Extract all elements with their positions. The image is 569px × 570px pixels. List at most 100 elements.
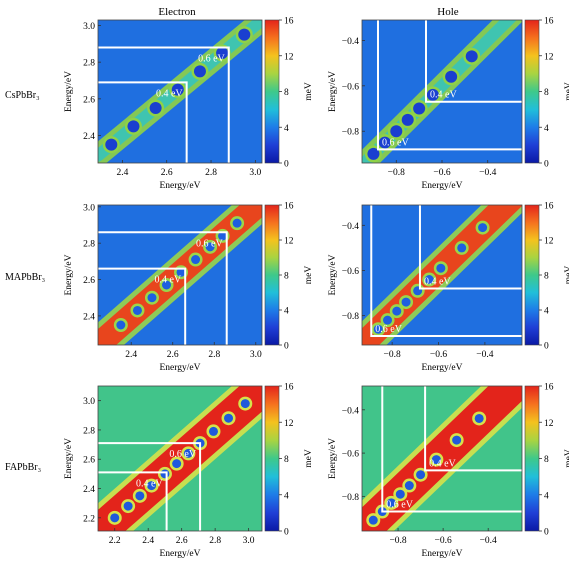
diagonal-spot — [193, 65, 206, 78]
y-tick-label: 2.4 — [83, 485, 95, 495]
colorbar-tick-label: 12 — [284, 237, 294, 247]
colorbar-tick-label: 4 — [284, 124, 289, 134]
colorbar-label: meV — [304, 266, 314, 285]
diagonal-spot — [368, 515, 378, 525]
y-tick-label: −0.8 — [342, 493, 359, 503]
colorbar — [524, 385, 540, 532]
diagonal-spot — [445, 70, 458, 83]
diagonal-spot — [457, 243, 467, 253]
heatmap-field: 0.4 eV 0.6 eV — [98, 205, 262, 345]
diagonal-spot — [395, 489, 405, 499]
diagonal-spot — [367, 147, 380, 160]
heatmap-field: 0.4 eV 0.6 eV — [98, 20, 262, 163]
x-tick-label: −0.6 — [435, 536, 452, 546]
diagonal-spot — [404, 481, 414, 491]
col-title-hole: Hole — [437, 6, 459, 18]
colorbar-tick-label: 16 — [544, 202, 554, 212]
y-tick-label: −0.4 — [342, 222, 359, 232]
diagonal-spot — [416, 470, 426, 480]
heatmap-field: 0.6 eV 0.4 eV — [362, 386, 522, 531]
diagonal-spot — [160, 469, 170, 479]
x-axis-label: Energy/eV — [422, 363, 463, 373]
x-tick-label: 3.0 — [243, 536, 255, 546]
colorbar — [524, 204, 540, 346]
x-tick-label: 2.6 — [167, 350, 179, 360]
plot-frame — [361, 385, 523, 532]
diagonal-spot — [116, 320, 126, 330]
diagonal-spot — [474, 413, 484, 423]
y-tick-label: −0.6 — [342, 450, 359, 460]
diagonal-spot — [132, 305, 142, 315]
y-axis-label: Energy/eV — [328, 438, 338, 479]
y-tick-label: 2.6 — [83, 456, 95, 466]
diagonal-spot — [218, 231, 228, 241]
colorbar-label: meV — [304, 82, 314, 101]
x-tick-label: 2.6 — [161, 168, 173, 178]
colorbar-tick-label: 0 — [544, 160, 549, 170]
col-title-electron: Electron — [158, 6, 196, 18]
threshold-box — [370, 205, 522, 337]
colorbar-label: meV — [564, 266, 569, 285]
diagonal-spot — [392, 306, 402, 316]
y-tick-label: −0.8 — [342, 128, 359, 138]
y-tick-label: 3.0 — [83, 203, 95, 213]
annotation-label: 0.4 eV — [155, 275, 182, 286]
x-tick-label: −0.4 — [476, 350, 493, 360]
threshold-box — [98, 471, 168, 531]
colorbar — [524, 19, 540, 164]
diagonal-spot — [386, 498, 396, 508]
panel-ma-electron: 0.4 eV 0.6 eV 2.4 2.6 2.8 3.0 2.4 2.6 2.8 3.0 Ener… — [64, 202, 314, 374]
colorbar-label: meV — [564, 449, 569, 468]
threshold-box — [98, 81, 188, 163]
panels: 0.4 eV 0.6 eV 2.4 2.6 2.8 3.0 2.4 2.6 2.8 3.0 Ener… — [64, 17, 569, 560]
y-tick-label: −0.6 — [342, 267, 359, 277]
colorbar-tick-label: 12 — [284, 52, 294, 62]
y-tick-label: 2.8 — [83, 426, 95, 436]
row-label-cs: CsPbBr₃ — [5, 90, 40, 101]
diagonal-spot — [147, 481, 157, 491]
diagonal-spot — [373, 324, 383, 334]
x-tick-label: 3.0 — [250, 350, 262, 360]
colorbar-tick-label: 0 — [544, 528, 549, 538]
x-axis-label: Energy/eV — [160, 181, 201, 191]
diagonal-spot — [123, 501, 133, 511]
diagonal-spot — [105, 138, 118, 151]
colorbar-tick-label: 0 — [284, 528, 289, 538]
x-tick-label: −0.6 — [430, 350, 447, 360]
colorbar-tick-label: 4 — [284, 307, 289, 317]
diagonal-spot — [172, 459, 182, 469]
colorbar-tick-label: 4 — [544, 307, 549, 317]
threshold-box — [425, 20, 522, 103]
panel-fa-electron: 0.4 eV 0.6 eV 2.2 2.4 2.6 2.8 3.0 2.2 2.4 2.6 2.8 3… — [64, 383, 314, 560]
y-tick-label: 2.8 — [83, 59, 95, 69]
colorbar-tick-label: 8 — [544, 88, 549, 98]
panel-cs-hole: 0.6 eV 0.4 eV −0.8 −0.6 −0.4 −0.8 −0.6 −0.4 Ener… — [328, 17, 569, 192]
x-tick-label: 3.0 — [249, 168, 261, 178]
x-tick-label: −0.4 — [479, 168, 496, 178]
y-axis-label: Energy/eV — [64, 254, 74, 295]
diagonal-spot — [208, 426, 218, 436]
x-tick-label: 2.2 — [109, 536, 121, 546]
threshold-box — [98, 231, 228, 345]
diagonal-spot — [176, 267, 186, 277]
x-tick-label: 2.8 — [209, 536, 221, 546]
x-axis-label: Energy/eV — [422, 549, 463, 559]
colorbar-tick-label: 8 — [544, 455, 549, 465]
colorbar-tick-label: 12 — [284, 419, 294, 429]
colorbar-tick-label: 12 — [544, 419, 554, 429]
diagonal-spot — [390, 125, 403, 138]
diagonal-spot — [147, 293, 157, 303]
colorbar-tick-label: 0 — [284, 160, 289, 170]
panel-fa-hole: 0.6 eV 0.4 eV −0.8 −0.6 −0.4 −0.8 −0.6 −0.4 Ener… — [328, 383, 569, 560]
annotation-label: 0.4 eV — [424, 277, 451, 288]
colorbar-tick-label: 4 — [544, 491, 549, 501]
plot-frame — [97, 19, 263, 164]
annotation-label: 0.4 eV — [430, 90, 457, 101]
y-tick-label: 2.8 — [83, 240, 95, 250]
diagonal-spot — [238, 28, 251, 41]
panel-ma-hole: 0.6 eV 0.4 eV −0.8 −0.6 −0.4 −0.8 −0.6 −0.4 Ener… — [328, 202, 569, 374]
y-axis-label: Energy/eV — [64, 71, 74, 112]
diagonal-spot — [452, 435, 462, 445]
heatmap-field: 0.6 eV 0.4 eV — [362, 205, 522, 345]
colorbar-tick-label: 16 — [284, 383, 294, 393]
